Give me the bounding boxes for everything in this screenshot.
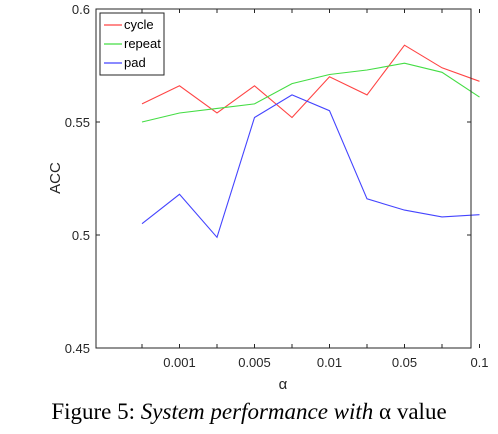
x-tick-label: 0.05: [392, 355, 417, 370]
legend-label-cycle: cycle: [124, 17, 154, 32]
caption-suffix: α value: [373, 399, 447, 424]
series-line-repeat: [141, 62, 480, 123]
x-axis-label: α: [279, 376, 288, 393]
legend-label-repeat: repeat: [124, 36, 161, 51]
y-tick-label: 0.45: [65, 341, 90, 356]
x-tick-label: 0.1: [470, 355, 488, 370]
series-line-pad: [141, 94, 480, 239]
x-tick-label: 0.001: [163, 355, 196, 370]
x-tick-label: 0.005: [238, 355, 271, 370]
series-layer: [141, 44, 480, 239]
y-tick-label: 0.55: [65, 115, 90, 130]
axes-box: [95, 8, 472, 349]
legend: cycle repeat pad: [99, 12, 165, 76]
figure-caption: Figure 5: System performance with α valu…: [0, 399, 498, 425]
series-line-cycle: [141, 44, 480, 119]
x-tick-label: 0.01: [317, 355, 342, 370]
caption-italic: System performance with: [140, 399, 374, 424]
y-tick-label: 0.6: [72, 2, 90, 17]
axes-layer: 0.001 0.005 0.01 0.05 0.1 0.45 0.5 0.55 0.6: [65, 2, 489, 370]
caption-prefix: Figure 5:: [51, 399, 141, 424]
legend-label-pad: pad: [124, 55, 146, 70]
y-tick-label: 0.5: [72, 228, 90, 243]
y-axis-label: ACC: [47, 162, 64, 194]
chart: 0.001 0.005 0.01 0.05 0.1 0.45 0.5 0.55 0.6 cycl…: [47, 2, 489, 393]
